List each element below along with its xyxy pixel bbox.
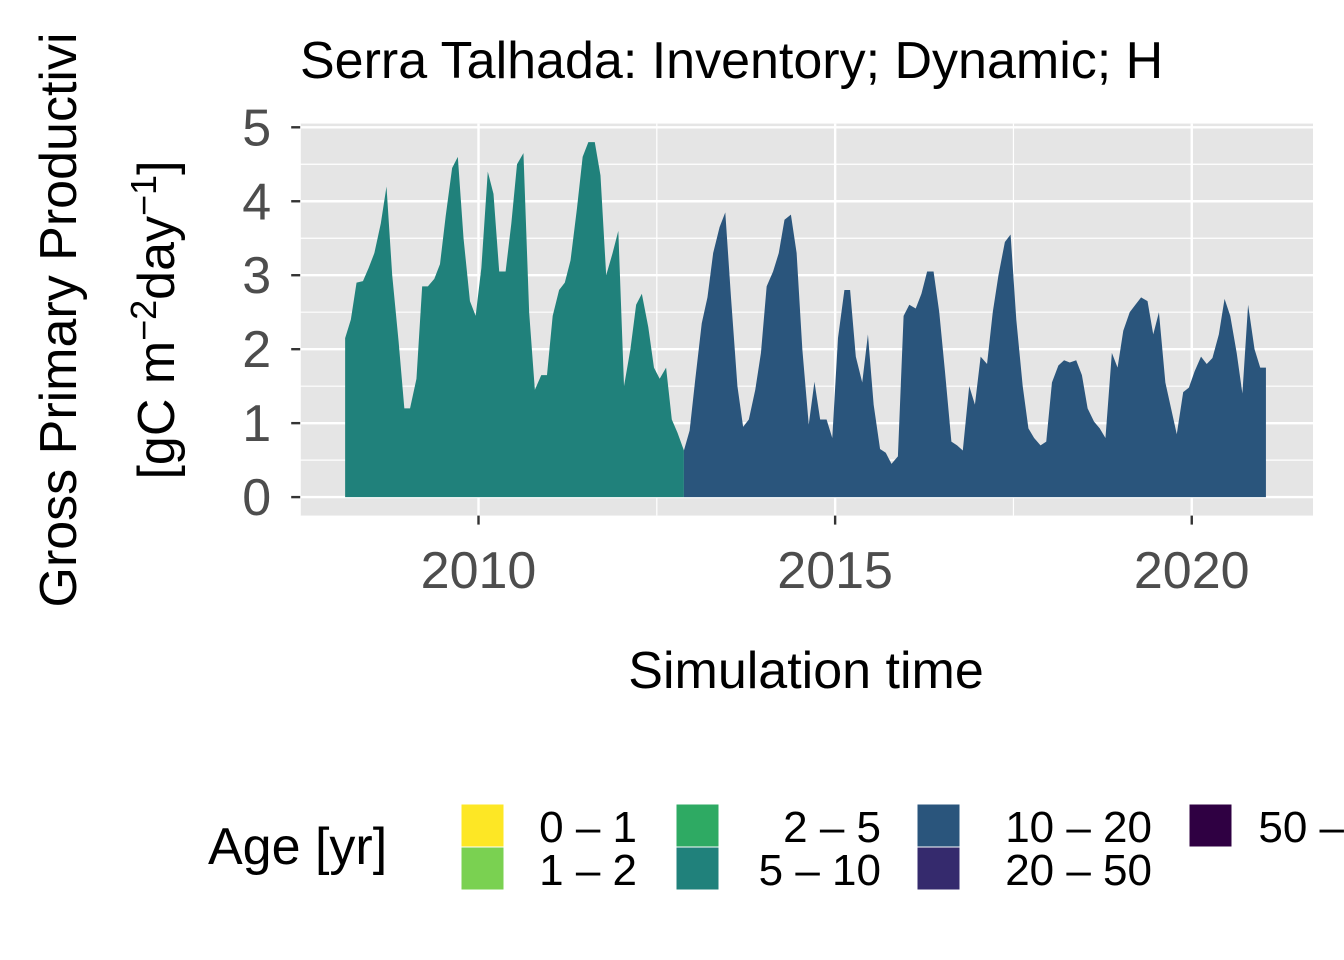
area-series bbox=[345, 142, 1266, 498]
y-tick-label: 2 bbox=[242, 321, 271, 379]
legend-label: 5 – 10 bbox=[759, 846, 881, 895]
legend-label: 50 – bbox=[1258, 803, 1344, 852]
x-tick-label: 2010 bbox=[421, 542, 537, 600]
legend-label: 10 – 20 bbox=[1005, 803, 1152, 852]
y-axis-label-line2: [gC m−2day−1] bbox=[123, 160, 186, 479]
area-series-10-20 bbox=[683, 212, 1266, 498]
legend-swatch bbox=[916, 803, 961, 848]
legend-swatch bbox=[1188, 803, 1233, 848]
legend-label: 1 – 2 bbox=[539, 846, 637, 895]
legend-title: Age [yr] bbox=[208, 818, 387, 876]
axes: 0 1 2 3 4 5 2010 2015 2020 bbox=[242, 99, 1249, 600]
legend-swatch bbox=[675, 803, 720, 848]
legend-swatch bbox=[916, 846, 961, 891]
legend-label: 2 – 5 bbox=[783, 803, 881, 852]
legend-label: 0 – 1 bbox=[539, 803, 637, 852]
legend-swatch bbox=[460, 846, 505, 891]
legend-label: 20 – 50 bbox=[1005, 846, 1152, 895]
x-tick-label: 2020 bbox=[1134, 542, 1250, 600]
chart-title: Serra Talhada: Inventory; Dynamic; H bbox=[300, 32, 1163, 90]
legend-swatch bbox=[460, 803, 505, 848]
y-tick-label: 4 bbox=[242, 173, 271, 231]
x-tick-label: 2015 bbox=[777, 542, 893, 600]
legend-swatch bbox=[675, 846, 720, 891]
y-tick-label: 0 bbox=[242, 469, 271, 527]
area-series-5-10 bbox=[345, 142, 684, 498]
y-axis-label-line1: Gross Primary Productivi bbox=[30, 33, 88, 608]
legend: Age [yr] 0 – 11 – 2 2 – 55 – 10 10 – 2020 … bbox=[208, 803, 1344, 895]
y-tick-label: 5 bbox=[242, 99, 271, 157]
x-axis-label: Simulation time bbox=[628, 642, 983, 700]
y-tick-label: 3 bbox=[242, 247, 271, 305]
y-tick-label: 1 bbox=[242, 395, 271, 453]
